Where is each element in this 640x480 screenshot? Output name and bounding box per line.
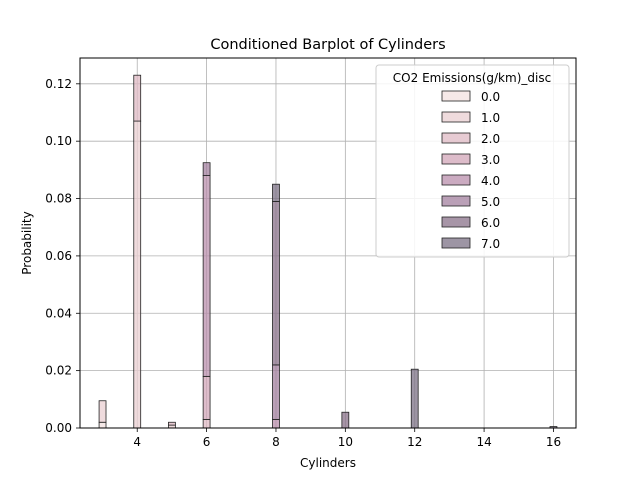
x-tick-label: 14	[476, 435, 491, 449]
bar-segment	[98, 421, 107, 429]
x-tick-label: 8	[272, 435, 280, 449]
bar-segment	[168, 421, 176, 426]
legend: CO2 Emissions(g/km)_disc 0.0 1.0 2.0 3.0 4.0…	[375, 64, 570, 258]
bar-segment	[272, 201, 280, 366]
legend-swatch	[441, 174, 471, 186]
bar-segment	[410, 368, 419, 429]
bar-segment	[272, 364, 280, 420]
y-axis-label: Probability	[20, 211, 34, 274]
bar-segment	[98, 400, 107, 423]
chart-title: Conditioned Barplot of Cylinders	[210, 37, 445, 53]
x-axis-ticks: 4 6 8 10 12 14 16	[133, 428, 561, 449]
x-tick-label: 6	[203, 435, 211, 449]
legend-swatch	[441, 216, 471, 228]
x-axis-label: Cylinders	[300, 456, 356, 470]
bar-segment	[202, 162, 211, 176]
legend-label: 3.0	[481, 153, 500, 167]
bar-segment	[272, 418, 280, 429]
bar-segment	[202, 375, 211, 420]
legend-label: 7.0	[481, 237, 500, 251]
bar-segment	[341, 411, 350, 429]
y-tick-label: 0.08	[45, 192, 72, 206]
legend-swatch	[441, 195, 471, 207]
legend-items: 0.0 1.0 2.0 3.0 4.0 5.0 6.0 7.0	[441, 90, 500, 251]
bar-segment	[133, 74, 142, 122]
legend-swatch	[441, 111, 471, 123]
legend-label: 1.0	[481, 111, 500, 125]
legend-title: CO2 Emissions(g/km)_disc	[393, 71, 551, 85]
legend-swatch	[441, 237, 471, 249]
legend-label: 2.0	[481, 132, 500, 146]
bar-segment	[202, 418, 211, 429]
x-tick-label: 4	[133, 435, 141, 449]
bar-segment	[202, 175, 211, 377]
y-tick-label: 0.12	[45, 77, 72, 91]
y-axis-ticks: 0.00 0.02 0.04 0.06 0.08 0.10 0.12	[45, 77, 80, 435]
legend-label: 0.0	[481, 90, 500, 104]
plot-frame	[79, 57, 577, 429]
y-tick-label: 0.00	[45, 421, 72, 435]
x-tick-label: 16	[546, 435, 561, 449]
legend-label: 4.0	[481, 174, 500, 188]
legend-swatch	[441, 132, 471, 144]
legend-box	[375, 64, 570, 258]
legend-label: 6.0	[481, 216, 500, 230]
bar-segment	[133, 120, 142, 429]
y-tick-label: 0.10	[45, 134, 72, 148]
x-tick-label: 12	[407, 435, 422, 449]
legend-label: 5.0	[481, 195, 500, 209]
y-tick-label: 0.02	[45, 364, 72, 378]
legend-swatch	[441, 153, 471, 165]
x-tick-label: 10	[338, 435, 353, 449]
y-tick-label: 0.06	[45, 249, 72, 263]
y-tick-label: 0.04	[45, 306, 72, 320]
bar-segment	[272, 183, 280, 202]
legend-swatch	[441, 90, 471, 102]
